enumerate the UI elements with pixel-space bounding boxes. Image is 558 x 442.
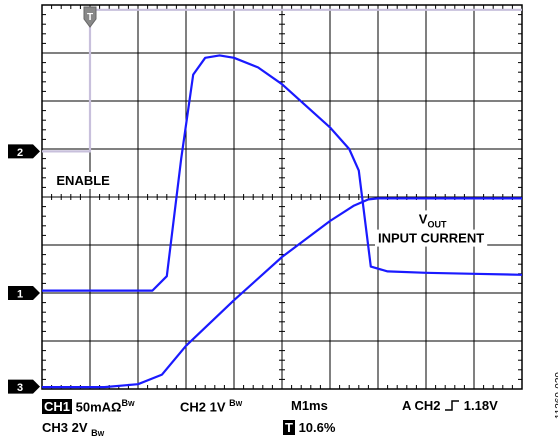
ch1-scale: 50mAΩ — [75, 399, 122, 415]
trace-v-out — [42, 197, 522, 389]
channel-marker-tab — [8, 286, 40, 300]
channel-marker-label: 1 — [17, 289, 23, 301]
ch2-readout: CH2 1V BW — [180, 398, 242, 414]
ch2-scale: CH2 1V — [180, 399, 226, 415]
trigger-level: 1.18V — [463, 398, 498, 413]
trigger-readout: A CH2 1.18V — [402, 398, 498, 413]
trace-input-current — [42, 54, 523, 292]
channel-marker-label: 2 — [17, 147, 23, 159]
annotation-bg — [375, 229, 488, 247]
trigger-position-readout: T 10.6% — [283, 420, 335, 435]
channel-marker-1: 1 — [8, 286, 40, 301]
trigger-source: A CH2 — [402, 398, 441, 413]
trace-annotations: ENABLE INPUT CURRENT VOUT — [53, 172, 488, 247]
trigger-marker — [83, 6, 97, 28]
timebase-readout: M1ms — [291, 398, 328, 413]
channel-marker-3: 3 — [8, 379, 40, 394]
annotation-bg — [53, 172, 114, 189]
ch1-readout: CH1 50mAΩBW — [42, 398, 135, 415]
ch1-tag: CH1 — [42, 399, 73, 415]
ch2-bw: BW — [229, 398, 243, 408]
channel-marker-tab — [8, 144, 40, 159]
graticule — [41, 4, 523, 390]
trigger-marker-label: T — [87, 12, 93, 23]
ch3-scale: CH3 2V — [42, 420, 88, 435]
ch3-bw: BW — [91, 427, 105, 438]
trace-enable — [42, 8, 522, 153]
channel-marker-label: 3 — [17, 382, 23, 394]
annotation-bg — [415, 210, 450, 231]
annotation-input-current: INPUT CURRENT — [378, 231, 484, 246]
annotation-vout: VOUT — [419, 211, 447, 229]
rising-edge-icon — [445, 400, 460, 411]
annotation-enable: ENABLE — [56, 173, 110, 188]
channel-marker-tab — [8, 379, 40, 394]
trigger-position: 10.6% — [298, 420, 336, 435]
channel-markers: T 2 1 3 — [8, 6, 97, 394]
t-tag: T — [283, 420, 295, 435]
ch3-readout: CH3 2V BW — [42, 420, 104, 438]
figure-id: 11260-020 — [554, 372, 558, 420]
channel-marker-2: 2 — [8, 144, 40, 159]
traces — [42, 8, 523, 389]
ch1-bw: BW — [121, 398, 135, 408]
